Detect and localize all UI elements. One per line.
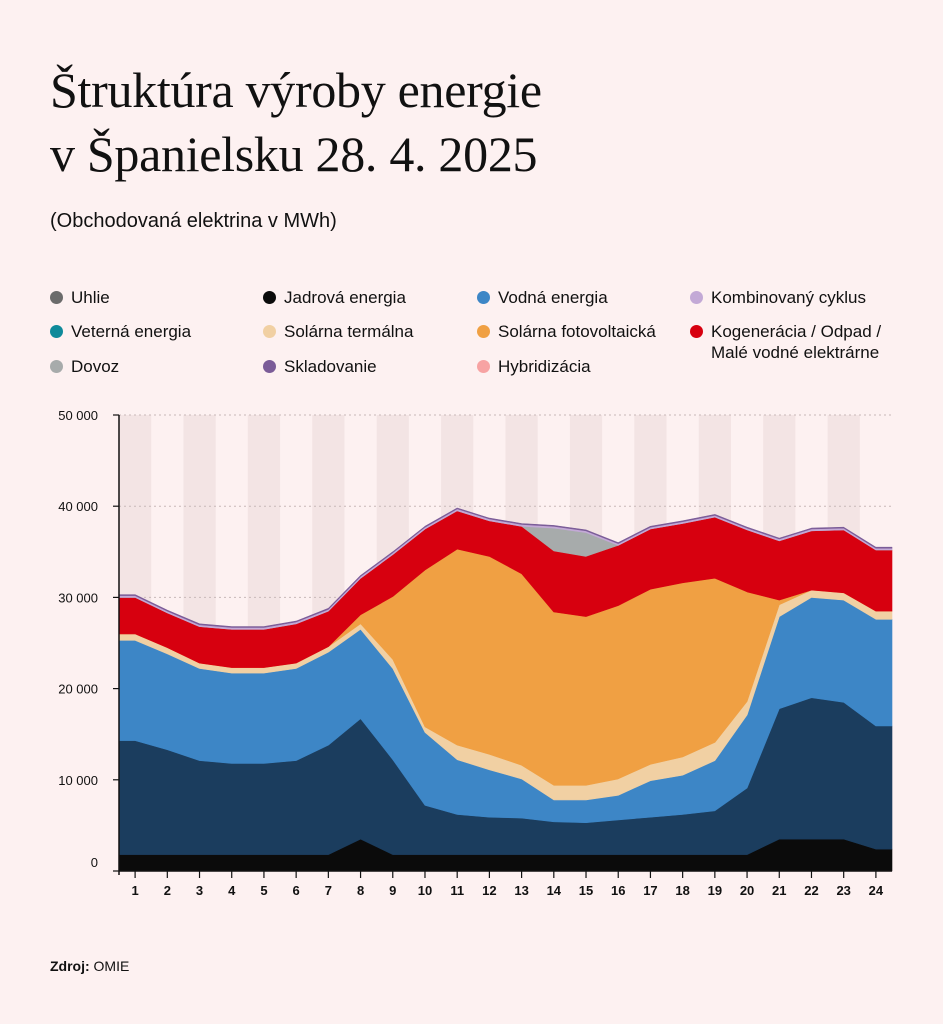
legend-label: Kombinovaný cyklus	[711, 288, 866, 307]
legend-label: Dovoz	[71, 357, 120, 376]
legend-swatch	[50, 360, 63, 373]
x-tick-label: 11	[450, 883, 464, 898]
area-series	[118, 507, 893, 628]
x-tick-label: 17	[643, 883, 657, 898]
legend-label: Skladovanie	[284, 357, 377, 376]
chart-subtitle: (Obchodovaná elektrina v MWh)	[50, 210, 337, 232]
y-tick-label: 10 000	[58, 773, 98, 788]
chart-title: Štruktúra výroby energie v Španielsku 28…	[50, 58, 910, 186]
x-tick-label: 15	[579, 883, 593, 898]
legend-swatch	[50, 325, 63, 338]
legend-label: Uhlie	[71, 288, 110, 307]
legend-label: Jadrová energia	[284, 288, 406, 307]
legend-label: Kogenerácia / Odpad / Malé vodné elektrá…	[711, 322, 882, 362]
x-tick-label: 18	[675, 883, 689, 898]
legend-label: Hybridizácia	[498, 357, 591, 376]
legend-swatch	[477, 325, 490, 338]
x-tick-label: 19	[708, 883, 722, 898]
x-tick-label: 23	[836, 883, 850, 898]
legend-item: Skladovanie	[263, 356, 377, 377]
legend-item: Uhlie	[50, 287, 110, 308]
title-line-1: Štruktúra výroby energie	[50, 62, 542, 118]
legend-item: Dovoz	[50, 356, 119, 377]
y-tick-label: 40 000	[58, 499, 98, 514]
legend-item: Kombinovaný cyklus	[690, 287, 890, 308]
legend-label: Solárna fotovoltaická	[498, 322, 656, 341]
legend: Uhlie Jadrová energia Vodná energia Kombino…	[50, 287, 930, 387]
x-tick-label: 24	[869, 883, 884, 898]
legend-swatch	[50, 291, 63, 304]
legend-swatch	[690, 291, 703, 304]
legend-item: Solárna termálna	[263, 321, 413, 342]
x-tick-label: 4	[228, 883, 236, 898]
legend-label: Solárna termálna	[284, 322, 414, 341]
source-note: Zdroj: OMIE	[50, 958, 129, 974]
legend-swatch	[263, 360, 276, 373]
source-value: OMIE	[93, 958, 130, 974]
source-label: Zdroj:	[50, 958, 90, 974]
x-tick-label: 16	[611, 883, 625, 898]
legend-item: Jadrová energia	[263, 287, 406, 308]
legend-item: Hybridizácia	[477, 356, 591, 377]
legend-swatch	[477, 360, 490, 373]
x-tick-label: 22	[804, 883, 818, 898]
legend-item: Veterná energia	[50, 321, 191, 342]
legend-label: Vodná energia	[498, 288, 608, 307]
x-tick-label: 9	[389, 883, 396, 898]
legend-swatch	[477, 291, 490, 304]
x-tick-label: 21	[772, 883, 786, 898]
y-tick-label: 50 000	[58, 408, 98, 423]
x-tick-label: 7	[325, 883, 332, 898]
legend-label: Veterná energia	[71, 322, 192, 341]
legend-item: Solárna fotovoltaická	[477, 321, 656, 342]
legend-item: Kogenerácia / Odpad / Malé vodné elektrá…	[690, 321, 890, 363]
x-tick-label: 20	[740, 883, 754, 898]
y-tick-label: 30 000	[58, 590, 98, 605]
title-line-2: v Španielsku 28. 4. 2025	[50, 126, 538, 182]
legend-swatch	[690, 325, 703, 338]
x-tick-label: 6	[293, 883, 300, 898]
x-tick-label: 8	[357, 883, 364, 898]
x-tick-label: 2	[164, 883, 171, 898]
x-tick-label: 1	[131, 883, 138, 898]
x-tick-label: 14	[547, 883, 562, 898]
y-tick-label: 20 000	[58, 682, 98, 697]
legend-item: Vodná energia	[477, 287, 608, 308]
legend-swatch	[263, 291, 276, 304]
x-tick-label: 12	[482, 883, 496, 898]
x-tick-label: 13	[514, 883, 528, 898]
x-tick-label: 10	[418, 883, 432, 898]
x-tick-label: 3	[196, 883, 203, 898]
x-tick-label: 5	[260, 883, 267, 898]
legend-swatch	[263, 325, 276, 338]
y-tick-label: 0	[91, 855, 98, 870]
